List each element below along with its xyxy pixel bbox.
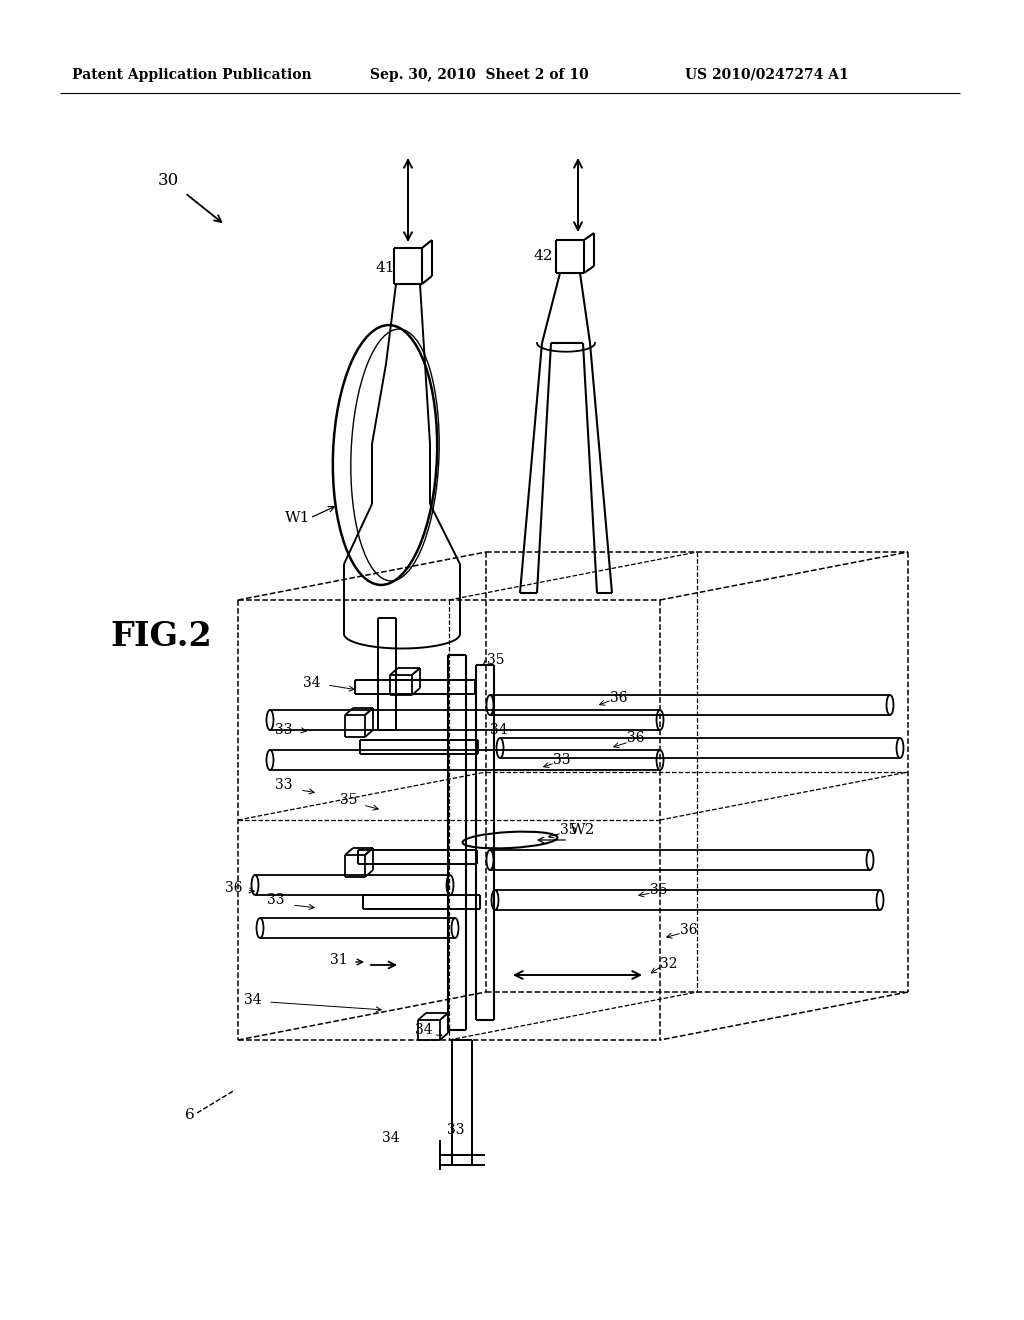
Text: 31: 31 [330, 953, 347, 968]
Text: Sep. 30, 2010  Sheet 2 of 10: Sep. 30, 2010 Sheet 2 of 10 [370, 69, 589, 82]
Text: 34: 34 [382, 1131, 399, 1144]
Text: 32: 32 [660, 957, 678, 972]
Text: 36: 36 [627, 731, 644, 744]
Text: Patent Application Publication: Patent Application Publication [72, 69, 311, 82]
Text: 33: 33 [447, 1123, 465, 1137]
Text: 35: 35 [340, 793, 357, 807]
Text: 34: 34 [490, 723, 508, 737]
Text: 35: 35 [560, 822, 578, 837]
Text: 36: 36 [610, 690, 628, 705]
Text: 36: 36 [225, 880, 243, 895]
Text: W1: W1 [285, 511, 310, 525]
Text: 33: 33 [275, 777, 293, 792]
Text: US 2010/0247274 A1: US 2010/0247274 A1 [685, 69, 849, 82]
Text: 33: 33 [267, 894, 285, 907]
Text: 6: 6 [185, 1107, 195, 1122]
Text: 34: 34 [244, 993, 261, 1007]
Text: 34: 34 [303, 676, 321, 690]
Text: 33: 33 [553, 752, 570, 767]
Text: 36: 36 [680, 923, 697, 937]
Text: 35: 35 [487, 653, 505, 667]
Text: 42: 42 [534, 249, 554, 263]
Text: FIG.2: FIG.2 [110, 620, 212, 653]
Text: 41: 41 [376, 261, 395, 275]
Text: 33: 33 [275, 723, 293, 737]
Text: 34: 34 [415, 1023, 432, 1038]
Text: 30: 30 [158, 172, 179, 189]
Text: W2: W2 [570, 822, 595, 837]
Text: 35: 35 [650, 883, 668, 898]
